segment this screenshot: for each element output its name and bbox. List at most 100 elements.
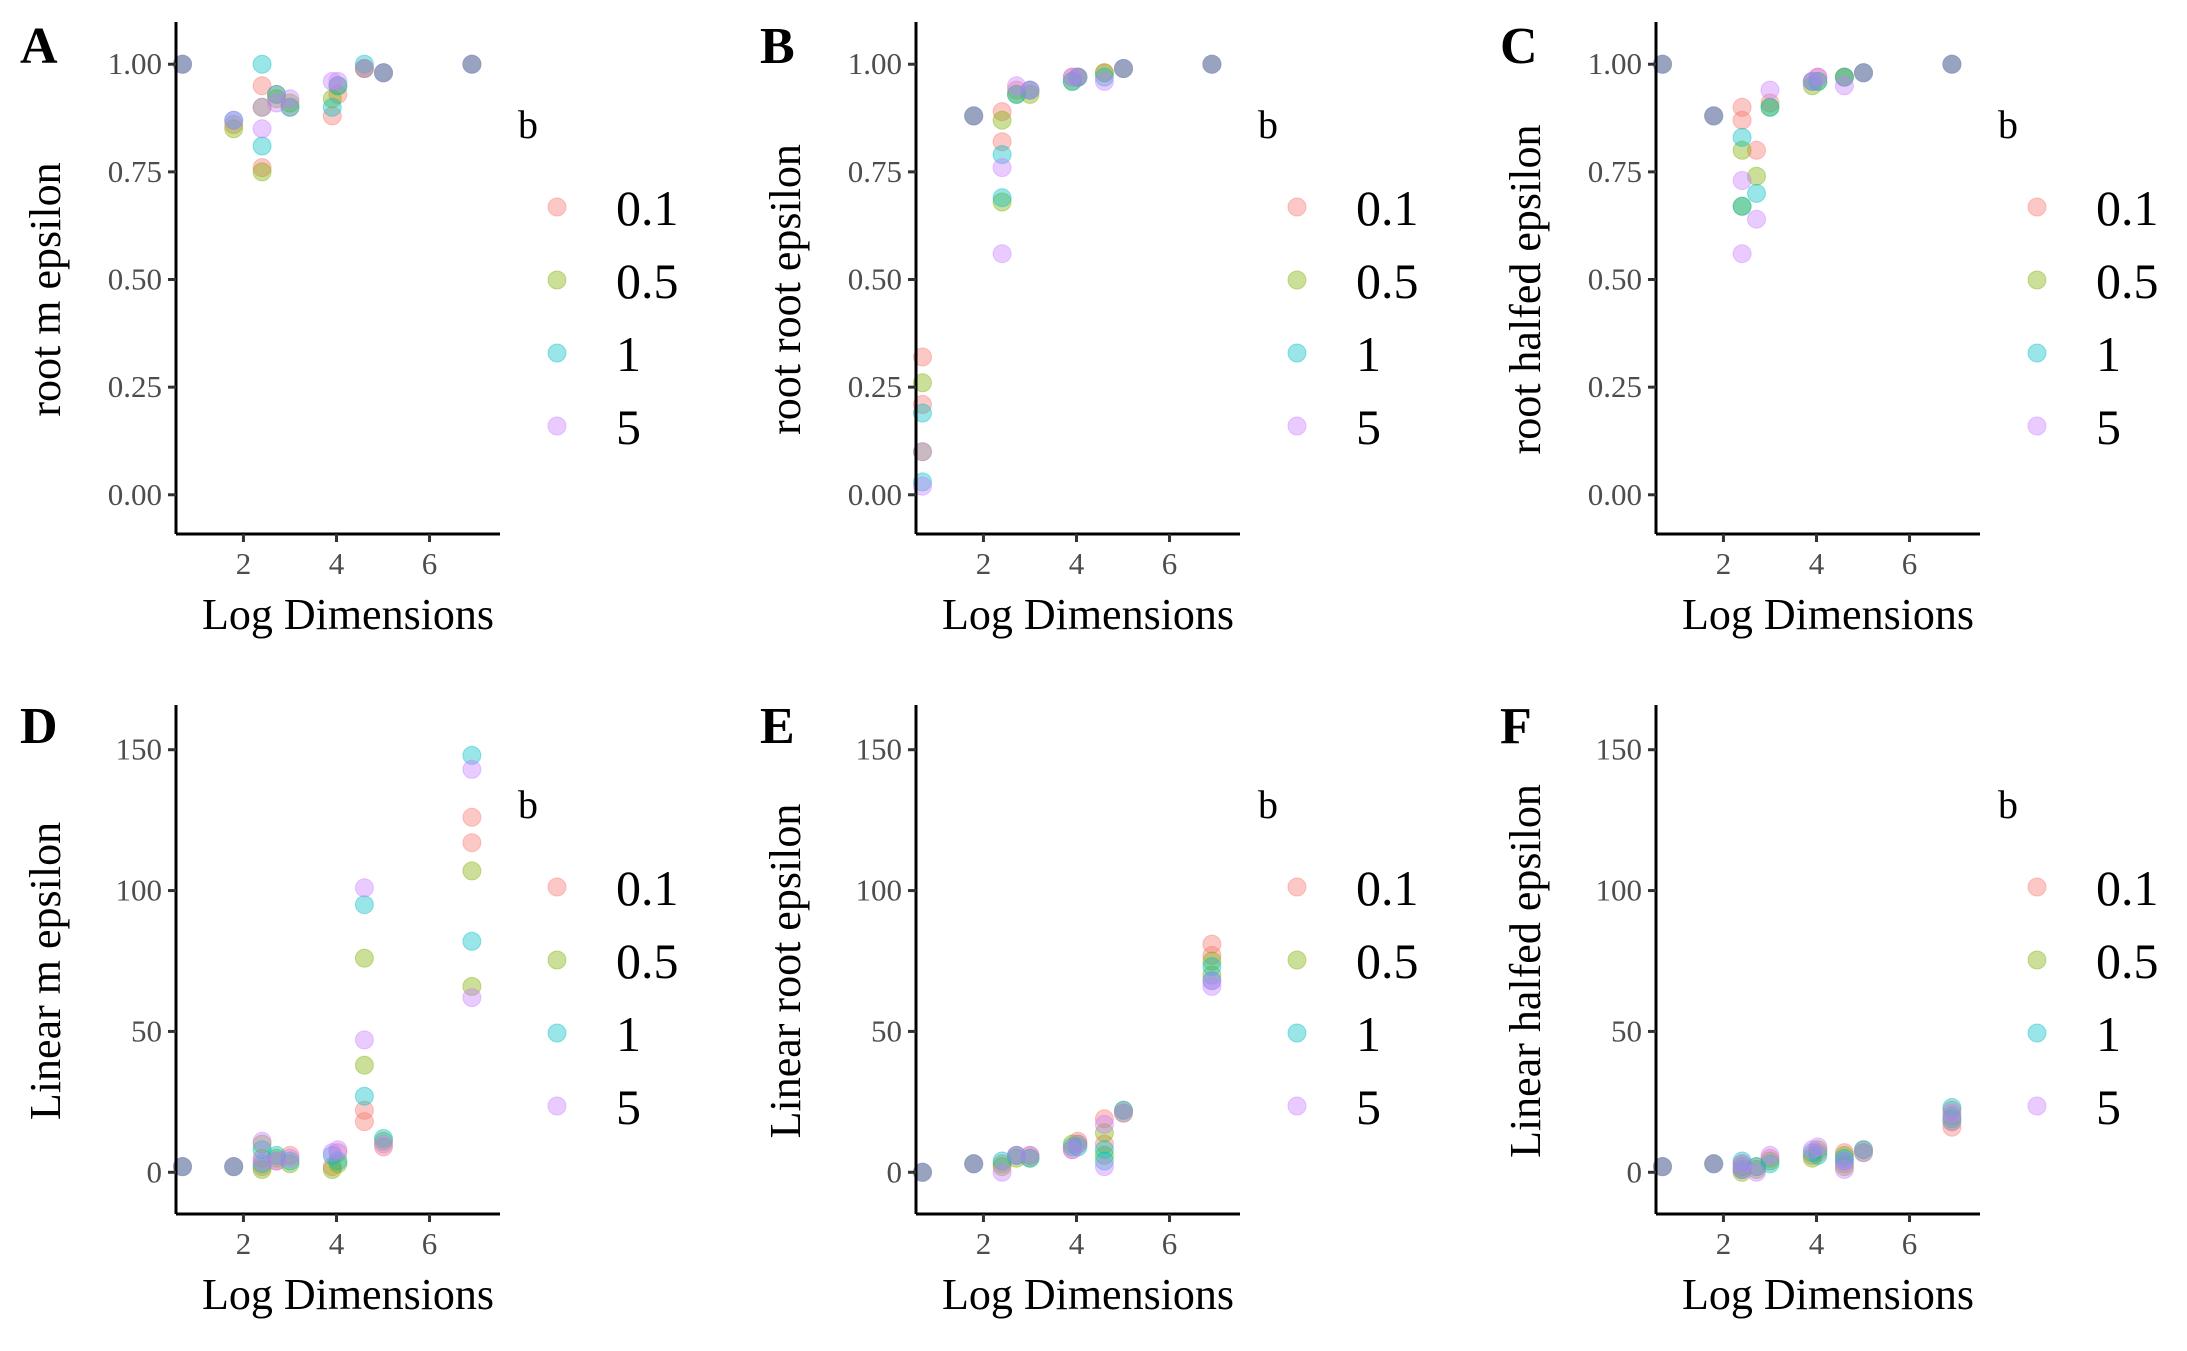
x-axis-title: Log Dimensions [1682, 590, 1974, 639]
data-point-b-0.5 [1114, 59, 1133, 78]
y-tick-label: 100 [116, 873, 163, 908]
data-point-b-0.5 [1020, 1148, 1040, 1168]
y-tick-label: 0.50 [848, 262, 902, 297]
legend-label: 5 [2096, 1079, 2121, 1135]
data-point-b-0.5 [1704, 106, 1724, 126]
data-point-b-5 [1094, 1114, 1114, 1134]
data-point-b-0.1 [1760, 93, 1780, 113]
legend-title: b [518, 102, 538, 147]
y-tick-label: 0.25 [1588, 369, 1642, 404]
data-point-b-0.5 [1802, 1148, 1822, 1168]
data-point-b-5 [1732, 171, 1752, 190]
data-points [913, 54, 1222, 496]
data-point-b-0.5 [462, 976, 482, 996]
data-point-b-5 [1062, 1140, 1082, 1160]
data-point-b-0.5 [1760, 97, 1780, 117]
legend-key [547, 1096, 567, 1116]
x-tick-label: 2 [1716, 546, 1732, 581]
data-point-b-0.5 [1068, 67, 1088, 87]
data-point-b-0.1 [1094, 63, 1114, 83]
legend-label: 0.5 [1356, 253, 1419, 309]
legend-key [547, 197, 567, 217]
data-point-b-1 [252, 1140, 272, 1160]
panel-letter: D [20, 698, 58, 755]
data-point-b-0.5 [1942, 1112, 1962, 1132]
data-point-b-0.5 [462, 861, 482, 881]
data-point-b-5 [1094, 71, 1114, 91]
data-point-b-5 [1747, 209, 1766, 229]
data-point-b-0.5 [1732, 1162, 1752, 1182]
x-axis-title: Log Dimensions [1682, 1270, 1974, 1319]
data-point-b-0.5 [1094, 63, 1114, 83]
y-tick-label: 0 [887, 1154, 903, 1189]
data-point-b-0.1 [1834, 1143, 1854, 1163]
data-point-b-5 [462, 759, 482, 779]
legend-key [2027, 343, 2047, 363]
data-point-b-0.1 [252, 158, 272, 178]
data-point-b-5 [267, 1151, 286, 1171]
data-point-b-0.1 [267, 1151, 286, 1171]
x-tick-label: 2 [976, 1226, 992, 1261]
y-tick-label: 150 [856, 732, 903, 767]
legend-key [1287, 416, 1307, 436]
data-point-b-0.1 [1020, 80, 1040, 100]
data-point-b-1 [173, 1157, 192, 1177]
legend-title: b [518, 782, 538, 827]
y-tick-label: 50 [1611, 1013, 1642, 1048]
data-point-b-1 [1068, 67, 1088, 87]
data-point-b-1 [1942, 1098, 1962, 1117]
y-tick-label: 0.50 [108, 262, 162, 297]
data-points [913, 934, 1222, 1182]
y-axis-title: Linear halfed epsilon [1501, 784, 1550, 1158]
data-point-b-5 [1007, 1145, 1026, 1165]
data-point-b-1 [1653, 1157, 1672, 1177]
legend-key [547, 270, 567, 290]
y-tick-label: 0 [1627, 1154, 1643, 1189]
data-point-b-0.1 [173, 1157, 192, 1177]
data-point-b-0.1 [1704, 106, 1724, 126]
data-point-b-0.5 [1834, 1157, 1854, 1177]
data-point-b-5 [322, 71, 342, 91]
data-point-b-5 [1020, 80, 1040, 100]
legend-key [2027, 877, 2047, 897]
x-tick-label: 6 [1902, 546, 1918, 581]
data-point-b-1 [1747, 183, 1766, 203]
data-point-b-1 [1802, 71, 1822, 91]
data-point-b-1 [1732, 1151, 1752, 1171]
y-tick-label: 1.00 [1588, 46, 1642, 81]
data-point-b-1 [992, 145, 1012, 165]
data-point-b-0.1 [1942, 54, 1962, 74]
data-point-b-0.5 [992, 110, 1012, 130]
data-point-b-0.5 [1020, 84, 1040, 104]
data-point-b-0.1 [1732, 97, 1752, 117]
data-point-b-0.1 [1802, 1145, 1822, 1165]
data-point-b-1 [1834, 1148, 1854, 1168]
data-point-b-0.1 [1808, 67, 1828, 87]
data-point-b-0.5 [1704, 1154, 1724, 1174]
data-point-b-1 [462, 745, 482, 765]
panel-b: B 0.00 0.25 0.50 0.75 1.00 2 4 6 Log Dimensions ro… [760, 18, 1419, 639]
data-point-b-0.5 [1732, 1157, 1752, 1177]
data-point-b-0.1 [1094, 1134, 1114, 1154]
data-point-b-1 [1062, 1137, 1082, 1157]
data-point-b-0.5 [1007, 1148, 1026, 1168]
legend-label: 1 [616, 326, 641, 382]
data-point-b-5 [1068, 1134, 1088, 1154]
data-point-b-0.1 [374, 63, 393, 83]
data-point-b-0.1 [252, 76, 272, 96]
data-point-b-0.1 [1732, 1154, 1752, 1174]
data-point-b-0.1 [1068, 1131, 1088, 1151]
data-point-b-5 [1942, 1112, 1962, 1132]
data-point-b-0.5 [1802, 76, 1822, 96]
data-point-b-1 [374, 63, 393, 83]
data-point-b-1 [1942, 54, 1962, 74]
data-point-b-0.1 [1747, 1157, 1766, 1177]
x-axis-title: Log Dimensions [202, 590, 494, 639]
data-point-b-0.5 [1854, 1143, 1873, 1163]
data-point-b-0.1 [462, 54, 482, 74]
y-tick-label: 0.25 [848, 369, 902, 404]
legend-label: 0.5 [2096, 933, 2159, 989]
data-point-b-0.1 [354, 1112, 374, 1132]
data-point-b-0.5 [1062, 1134, 1082, 1154]
legend-label: 5 [1356, 1079, 1381, 1135]
